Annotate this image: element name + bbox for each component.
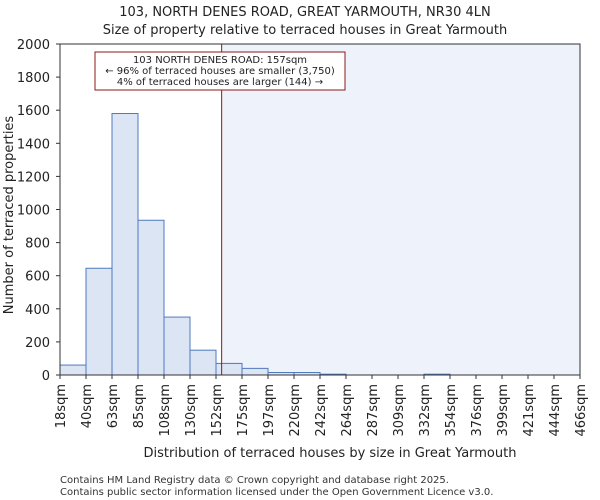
bar-85sqm bbox=[137, 219, 165, 376]
y-tick-label: 0 bbox=[42, 369, 50, 384]
x-tick-label: 152sqm bbox=[210, 384, 225, 437]
footer-line-2: Contains public sector information licen… bbox=[60, 487, 493, 498]
y-tick-label: 600 bbox=[25, 270, 50, 285]
x-tick-label: 309sqm bbox=[392, 384, 407, 437]
footer-line-1: Contains HM Land Registry data © Crown c… bbox=[60, 475, 449, 486]
annotation-box bbox=[94, 51, 346, 91]
x-tick-label: 108sqm bbox=[158, 384, 173, 437]
annotation-line-3: 4% of terraced houses are larger (144) → bbox=[117, 77, 323, 88]
y-axis-ticks: 0 200 400 600 800 1000 1200 1400 1600 1800 2000 bbox=[17, 38, 60, 384]
x-tick-label: 421sqm bbox=[522, 384, 537, 437]
x-tick-label: 18sqm bbox=[54, 384, 69, 428]
x-tick-label: 264sqm bbox=[340, 384, 355, 437]
bar-18sqm bbox=[59, 364, 87, 376]
bar-175sqm bbox=[241, 367, 269, 376]
y-tick-label: 200 bbox=[25, 336, 50, 351]
bar-152sqm bbox=[215, 362, 243, 376]
x-tick-label: 376sqm bbox=[470, 384, 485, 437]
x-tick-label: 85sqm bbox=[132, 384, 147, 428]
x-tick-label: 242sqm bbox=[314, 384, 329, 437]
x-tick-label: 287sqm bbox=[366, 384, 381, 437]
x-tick-label: 175sqm bbox=[236, 384, 251, 437]
x-tick-label: 466sqm bbox=[574, 384, 589, 437]
x-tick-label: 197sqm bbox=[262, 384, 277, 437]
x-tick-label: 220sqm bbox=[288, 384, 303, 437]
y-axis-label: Number of terraced properties bbox=[2, 116, 17, 315]
x-tick-label: 399sqm bbox=[496, 384, 511, 437]
annotation-line-2: ← 96% of terraced houses are smaller (3,… bbox=[105, 66, 335, 77]
x-tick-label: 40sqm bbox=[80, 384, 95, 428]
bar-63sqm bbox=[111, 113, 139, 376]
y-tick-label: 1000 bbox=[17, 204, 50, 219]
annotation-line-1: 103 NORTH DENES ROAD: 157sqm bbox=[133, 55, 307, 66]
bars-group bbox=[59, 113, 451, 376]
y-tick-label: 1400 bbox=[17, 137, 50, 152]
bar-130sqm bbox=[189, 349, 217, 376]
x-tick-label: 444sqm bbox=[548, 384, 563, 437]
y-tick-label: 2000 bbox=[17, 38, 50, 53]
larger-properties-shade bbox=[221, 44, 581, 375]
bar-108sqm bbox=[163, 316, 191, 376]
x-tick-label: 130sqm bbox=[184, 384, 199, 437]
x-tick-label: 354sqm bbox=[444, 384, 459, 437]
y-tick-label: 1800 bbox=[17, 71, 50, 86]
y-tick-label: 1600 bbox=[17, 104, 50, 119]
x-axis-label: Distribution of terraced houses by size … bbox=[144, 446, 517, 461]
bar-40sqm bbox=[85, 267, 113, 376]
chart-subtitle: Size of property relative to terraced ho… bbox=[103, 23, 508, 38]
y-tick-label: 800 bbox=[25, 237, 50, 252]
y-tick-label: 400 bbox=[25, 303, 50, 318]
y-tick-label: 1200 bbox=[17, 170, 50, 185]
chart-title: 103, NORTH DENES ROAD, GREAT YARMOUTH, N… bbox=[119, 5, 490, 20]
x-axis-ticks: 18sqm 40sqm 63sqm 85sqm 108sqm 130sqm 152sqm 17… bbox=[54, 375, 589, 437]
plot-frame bbox=[59, 43, 581, 376]
x-tick-label: 63sqm bbox=[106, 384, 121, 428]
x-tick-label: 332sqm bbox=[418, 384, 433, 437]
